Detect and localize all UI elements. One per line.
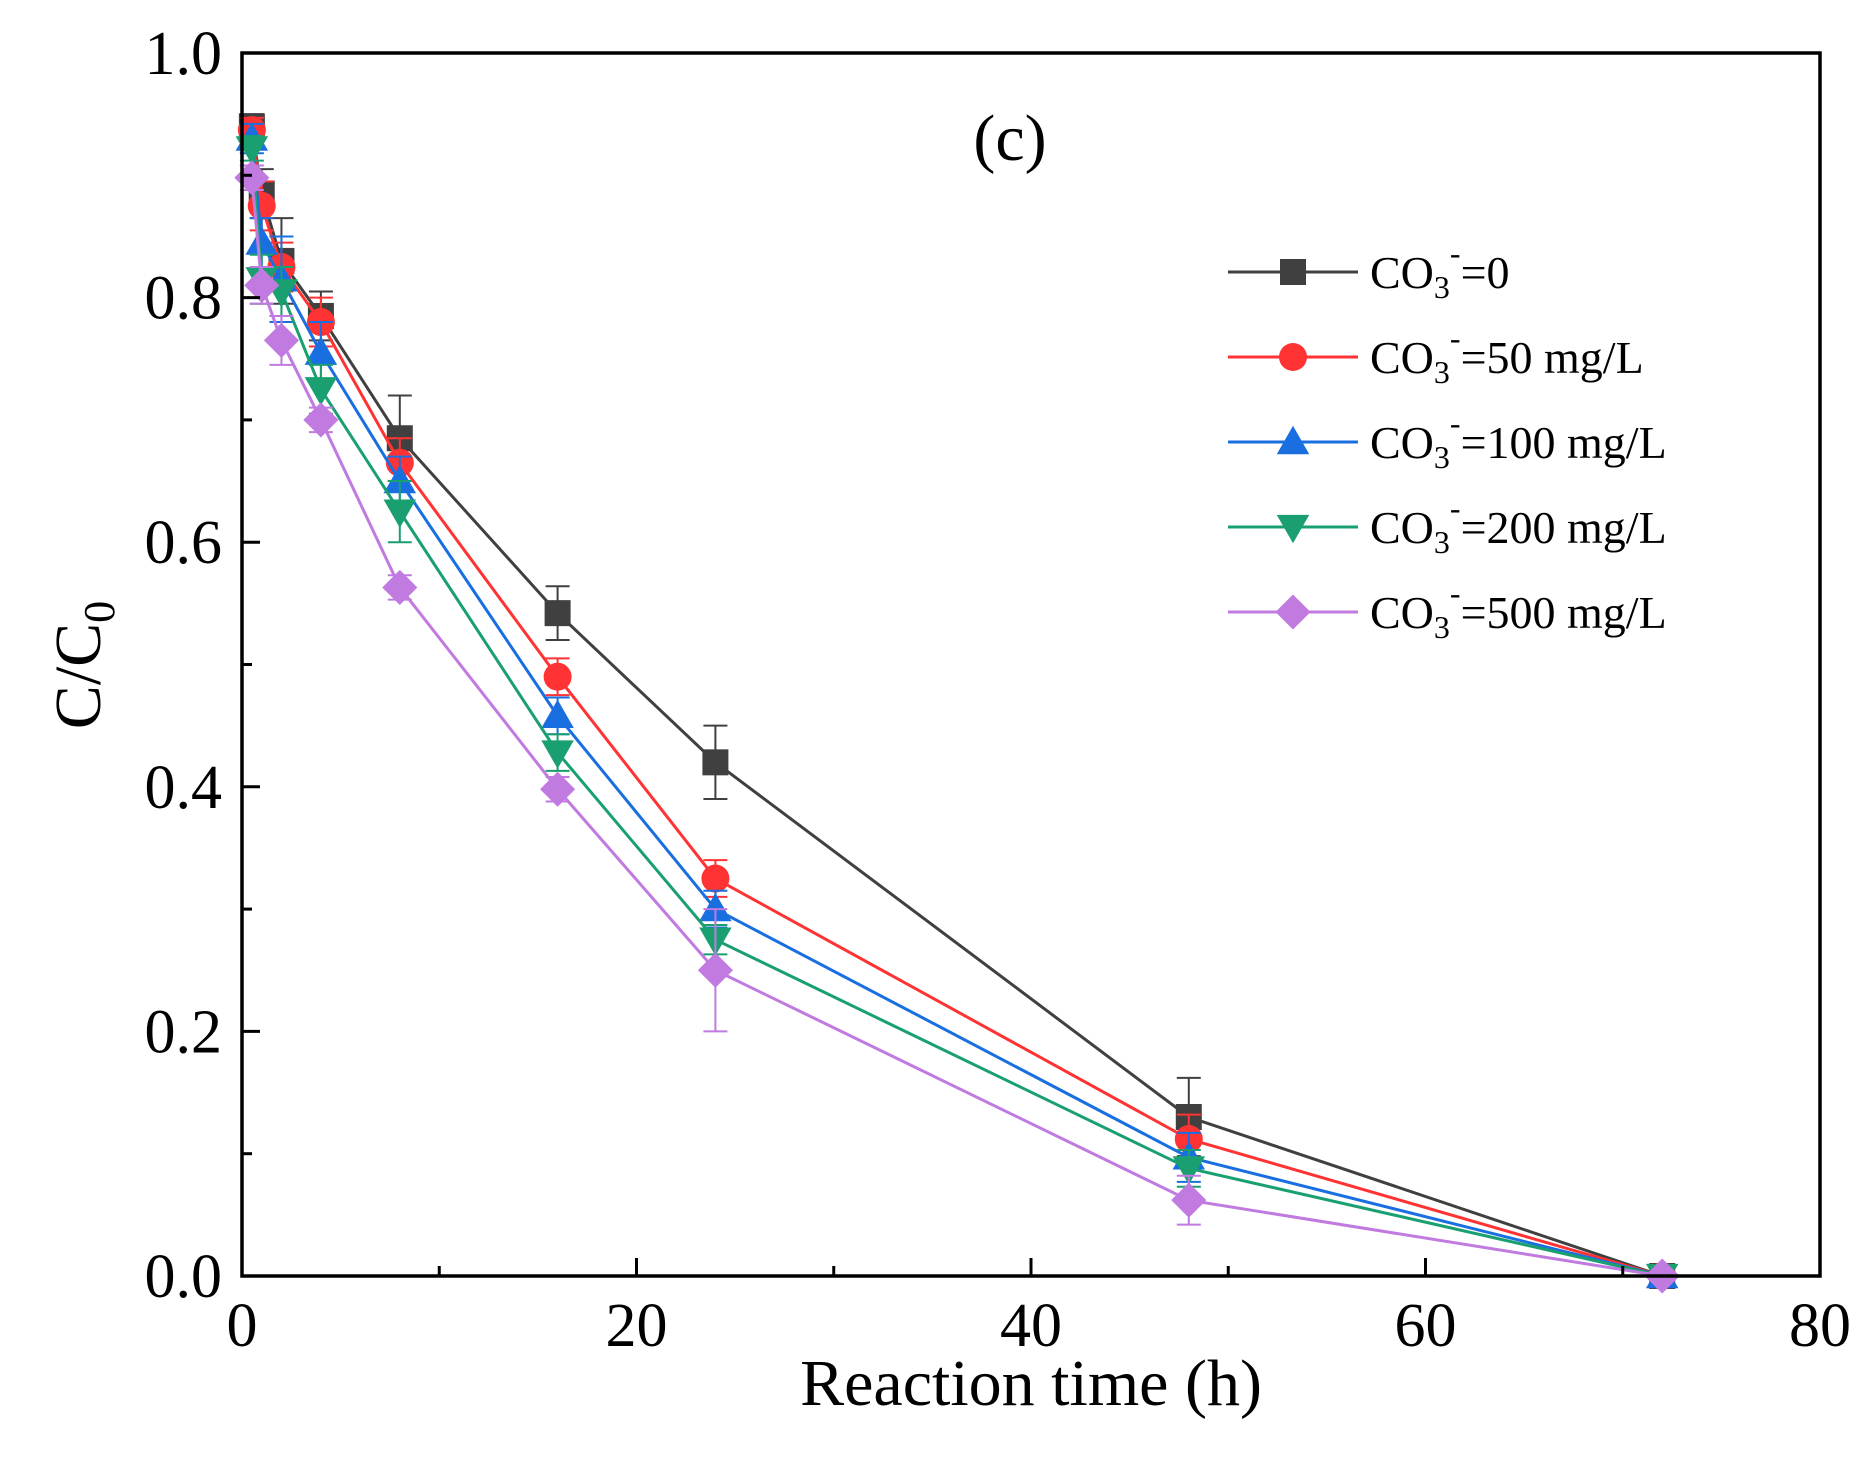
legend-prefix: CO: [1370, 247, 1434, 298]
legend-suffix: =100 mg/L: [1461, 417, 1667, 468]
legend-sub: 3: [1434, 609, 1450, 645]
legend-suffix: =50 mg/L: [1461, 332, 1644, 383]
legend-prefix: CO: [1370, 587, 1434, 638]
data-point: [304, 336, 338, 365]
x-tick-label: 80: [1789, 1292, 1851, 1360]
legend-sub: 3: [1434, 269, 1450, 305]
legend-entry: CO3-=50 mg/L: [1228, 320, 1644, 390]
data-point: [303, 402, 339, 438]
panel-label: (c): [973, 102, 1046, 175]
x-tick-label: 60: [1395, 1292, 1457, 1360]
data-point: [540, 771, 576, 807]
data-point: [697, 952, 733, 988]
x-axis-label: Reaction time (h): [800, 1347, 1262, 1420]
data-point: [543, 662, 572, 691]
data-point: [702, 749, 729, 776]
legend-suffix: =0: [1461, 247, 1510, 298]
y-tick-label: 1.0: [145, 20, 223, 88]
y-axis-label-sub: 0: [75, 601, 124, 623]
data-point: [247, 191, 276, 220]
data-point: [244, 267, 280, 303]
legend-sup: -: [1450, 405, 1461, 441]
data-point: [383, 499, 417, 528]
data-point: [699, 892, 732, 922]
legend-entry: CO3-=500 mg/L: [1228, 575, 1667, 645]
legend-label: CO3-=0: [1370, 235, 1510, 305]
y-tick-label: 0.6: [145, 509, 223, 577]
y-tick-label: 0.4: [145, 754, 223, 822]
legend-marker: [1275, 594, 1311, 630]
legend-sup: -: [1450, 320, 1461, 356]
legend-suffix: =200 mg/L: [1461, 502, 1667, 553]
legend-marker: [1279, 343, 1307, 371]
data-point: [1171, 1182, 1207, 1218]
legend-marker: [1280, 259, 1306, 285]
x-tick-label: 40: [1000, 1292, 1062, 1360]
data-point: [541, 740, 574, 769]
legend-sub: 3: [1434, 524, 1450, 560]
data-point: [541, 699, 574, 729]
legend-sup: -: [1450, 235, 1461, 271]
axes-layer: 0 20 40 60 80 0.0 0.2 0.4 0.6 0.8 1.0: [145, 20, 1852, 1360]
legend-label: CO3-=200 mg/L: [1370, 490, 1667, 560]
y-tick-label: 0.0: [145, 1243, 223, 1311]
data-point: [544, 600, 571, 627]
data-point: [383, 464, 417, 494]
plot-frame: [240, 51, 1822, 1278]
data-point: [382, 569, 418, 606]
legend-prefix: CO: [1370, 332, 1434, 383]
legend-sub: 3: [1434, 439, 1450, 475]
legend-entry: CO3-=200 mg/L: [1228, 490, 1667, 560]
y-tick-label: 0.2: [145, 998, 223, 1066]
legend-entry: CO3-=100 mg/L: [1228, 405, 1667, 475]
legend-label: CO3-=50 mg/L: [1370, 320, 1644, 390]
legend-label: CO3-=100 mg/L: [1370, 405, 1667, 475]
legend-prefix: CO: [1370, 417, 1434, 468]
y-tick-label: 0.8: [145, 265, 223, 333]
legend-marker: [1276, 514, 1310, 544]
x-tick-label: 0: [227, 1292, 258, 1360]
x-tick-label: 20: [606, 1292, 668, 1360]
legend-sub: 3: [1434, 354, 1450, 390]
data-point: [1172, 1156, 1206, 1185]
legend-suffix: =500 mg/L: [1461, 587, 1667, 638]
legend-sup: -: [1450, 490, 1461, 526]
y-axis-label-main: C/C: [42, 623, 115, 729]
plot-area: [242, 53, 1820, 1276]
data-point: [304, 377, 338, 406]
legend-sup: -: [1450, 575, 1461, 611]
legend-marker: [1276, 425, 1310, 455]
legend-entry: CO3-=0: [1228, 235, 1510, 305]
data-point: [263, 322, 299, 358]
legend-prefix: CO: [1370, 502, 1434, 553]
data-point: [701, 864, 730, 893]
legend-label: CO3-=500 mg/L: [1370, 575, 1667, 645]
y-axis-label: C/C0: [42, 601, 124, 729]
data-point: [245, 226, 278, 255]
